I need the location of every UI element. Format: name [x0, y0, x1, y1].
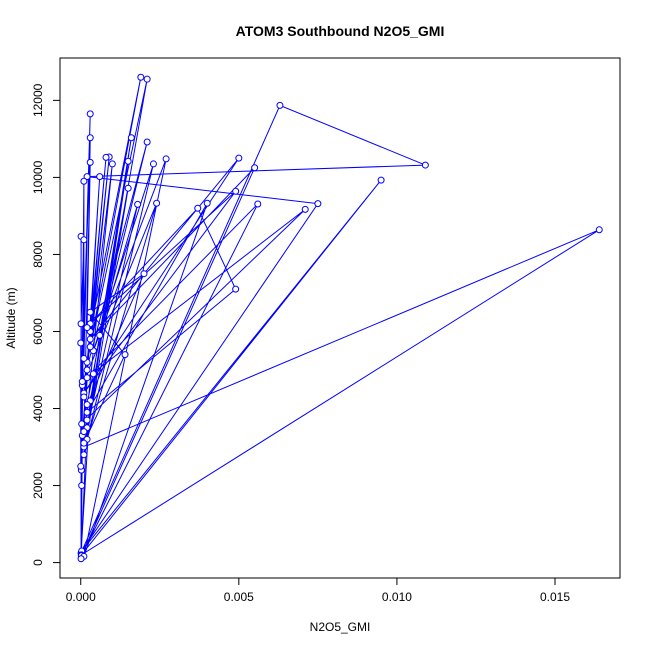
point [77, 339, 85, 347]
point [251, 164, 259, 172]
point [83, 416, 91, 424]
y-tick-label: 2000 [31, 472, 45, 499]
point [77, 320, 85, 328]
point [153, 199, 161, 207]
point [80, 236, 88, 244]
point [77, 555, 85, 563]
point [86, 134, 94, 142]
x-tick-label: 0.015 [540, 590, 570, 604]
point [127, 134, 135, 142]
point [80, 393, 88, 401]
point [301, 205, 309, 213]
point [80, 354, 88, 362]
point [102, 153, 110, 161]
point [80, 177, 88, 185]
point [134, 200, 142, 208]
point [80, 428, 88, 436]
y-tick-label: 0 [31, 559, 45, 566]
chart-title: ATOM3 Southbound N2O5_GMI [236, 23, 445, 39]
point [121, 351, 129, 359]
point [314, 200, 322, 208]
point [78, 378, 86, 386]
y-tick-label: 10000 [31, 160, 45, 194]
point [254, 200, 262, 208]
x-tick-label: 0.000 [66, 590, 96, 604]
point [96, 173, 104, 181]
point [276, 101, 284, 109]
y-axis-title: Altitude (m) [4, 287, 18, 348]
point [83, 173, 91, 181]
point [421, 161, 429, 169]
point [124, 184, 132, 192]
x-axis-title: N2O5_GMI [310, 620, 371, 634]
point [96, 331, 104, 339]
point [89, 370, 97, 378]
point [162, 155, 170, 163]
point [86, 158, 94, 166]
point [83, 408, 91, 416]
point [232, 187, 240, 195]
y-tick-label: 12000 [31, 83, 45, 117]
point [194, 204, 202, 212]
point [143, 138, 151, 146]
y-tick-label: 6000 [31, 318, 45, 345]
point [86, 343, 94, 351]
point [595, 226, 603, 234]
point [83, 324, 91, 332]
point [140, 270, 148, 278]
point [80, 439, 88, 447]
point [124, 157, 132, 165]
point [83, 401, 91, 409]
series-line [80, 77, 600, 559]
point [78, 420, 86, 428]
y-tick-label: 4000 [31, 395, 45, 422]
point [232, 285, 240, 293]
y-tick-label: 8000 [31, 241, 45, 268]
point [143, 75, 151, 83]
point [203, 199, 211, 207]
point [80, 451, 88, 459]
point [108, 160, 116, 168]
point [86, 110, 94, 118]
point [377, 176, 385, 184]
plot-box [59, 57, 621, 579]
point [137, 73, 145, 81]
point [86, 308, 94, 316]
point [78, 482, 86, 490]
point [83, 374, 91, 382]
point [235, 154, 243, 162]
x-tick-label: 0.005 [224, 590, 254, 604]
point [149, 160, 157, 168]
x-tick-label: 0.010 [382, 590, 412, 604]
point [83, 366, 91, 374]
point [77, 462, 85, 470]
point [86, 335, 94, 343]
